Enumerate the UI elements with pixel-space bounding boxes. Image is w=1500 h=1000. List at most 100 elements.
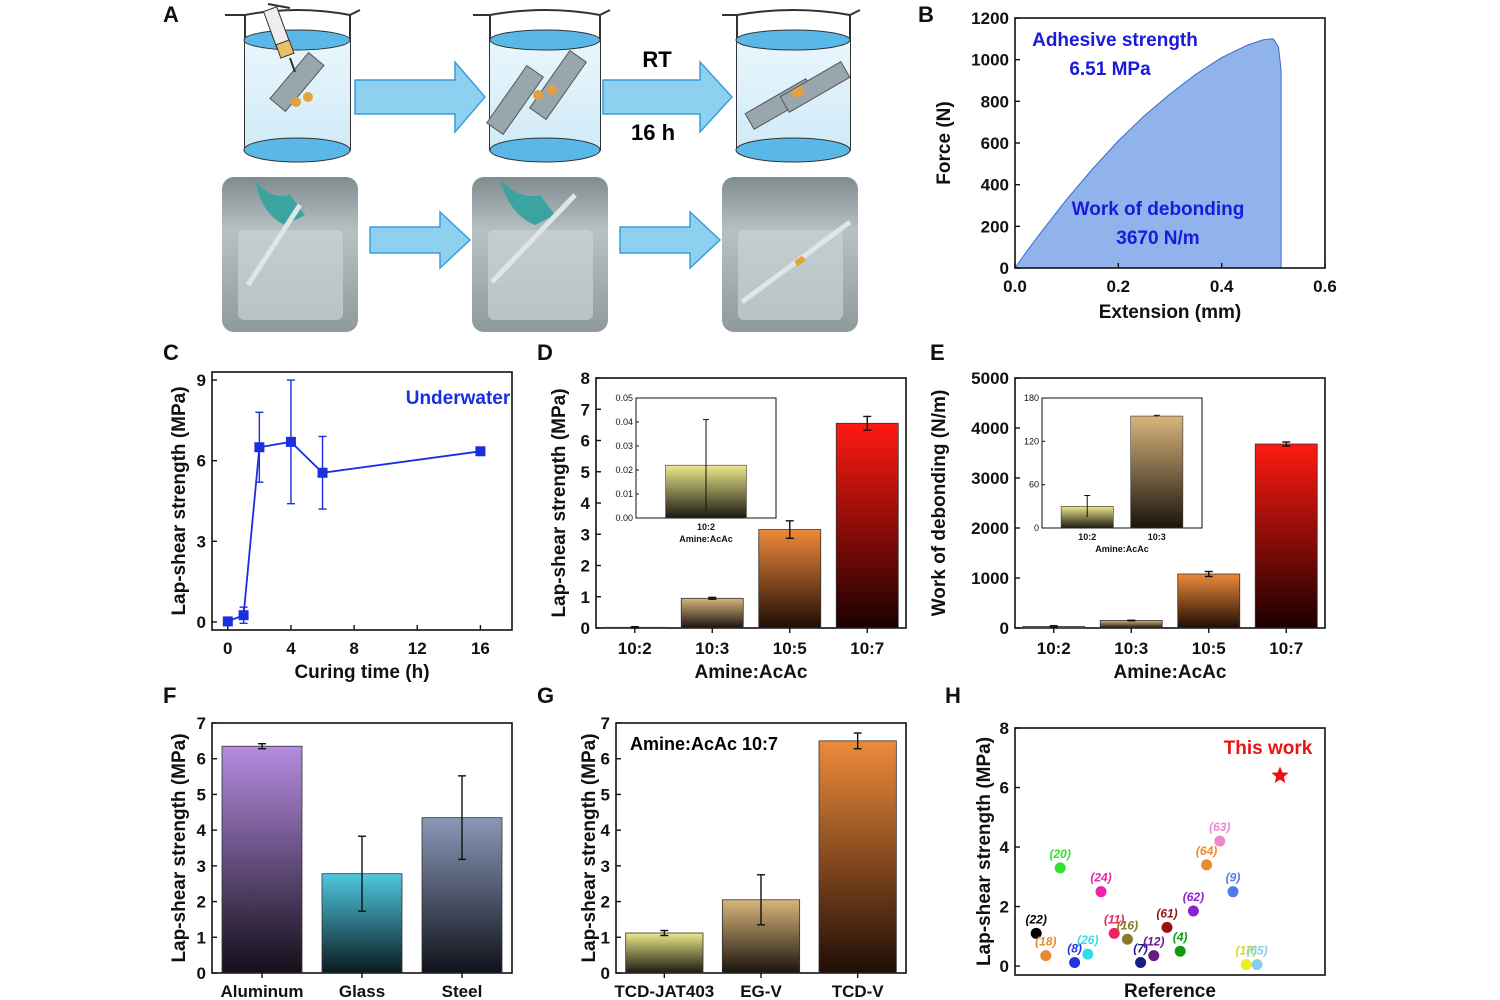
h-reference-point: [1214, 835, 1226, 847]
h-reference-point: [1227, 886, 1239, 898]
beaker-3: [722, 9, 861, 163]
condition-time: 16 h: [631, 120, 675, 145]
d-ytick-label: 4: [581, 494, 591, 513]
c-series-line: [227, 440, 481, 623]
d-inset-category-label: 10:2: [697, 522, 715, 532]
b-ylabel: Force (N): [934, 101, 955, 184]
panel-f-substrates: F 0 1 2 3 4 5 6 7 Lap-shear strength (MPa) Alumin…: [163, 683, 513, 1000]
e-inset-category-label: 10:2: [1078, 532, 1096, 542]
h-reference-label: (7): [1133, 942, 1148, 956]
panel-g-label: G: [537, 683, 554, 708]
c-data-point: [475, 446, 486, 457]
c-xtick-label: 4: [286, 639, 296, 658]
panel-c-label: C: [163, 340, 179, 365]
e-ytick-label: 0: [1000, 619, 1009, 638]
h-reference-label: (24): [1090, 871, 1111, 885]
b-ytick-label: 0: [1000, 259, 1009, 278]
g-bar: [818, 740, 897, 974]
d-category-label: 10:5: [773, 639, 807, 658]
h-reference-label: (12): [1143, 935, 1164, 949]
panel-d-label: D: [537, 340, 553, 365]
b-ytick-label: 600: [981, 134, 1009, 153]
b-annotation-1: Adhesive strength: [1032, 30, 1198, 51]
e-ytick-label: 4000: [971, 419, 1009, 438]
h-reference-point: [1095, 886, 1107, 898]
b-xtick-label: 0.4: [1210, 277, 1234, 296]
d-bar: [758, 529, 822, 629]
e-inset-ytick-label: 120: [1024, 436, 1039, 446]
e-xlabel: Amine:AcAc: [1114, 662, 1227, 683]
e-ylabel: Work of debonding (N/m): [929, 390, 950, 617]
arrow-3-icon: [369, 210, 472, 270]
h-this-work-star-icon: [1271, 766, 1289, 783]
d-ytick-label: 8: [581, 369, 590, 388]
h-reference-point: [1174, 945, 1186, 957]
c-xtick-label: 0: [223, 639, 232, 658]
g-category-label: TCD-V: [832, 982, 885, 1000]
e-inset-category-label: 10:3: [1148, 532, 1166, 542]
g-category-label: EG-V: [740, 982, 782, 1000]
h-reference-point: [1201, 859, 1213, 871]
e-category-label: 10:5: [1192, 639, 1226, 658]
h-reference-point: [1082, 948, 1094, 960]
g-ytick-label: 7: [601, 714, 610, 733]
b-ytick-label: 200: [981, 217, 1009, 236]
h-ytick-label: 0: [1000, 957, 1009, 976]
g-ytick-label: 5: [601, 785, 610, 804]
d-ylabel: Lap-shear strength (MPa): [549, 388, 570, 617]
h-reference-label: (26): [1077, 933, 1098, 947]
panel-f-label: F: [163, 683, 176, 708]
f-category-label: Aluminum: [220, 982, 303, 1000]
b-ytick-label: 800: [981, 92, 1009, 111]
beaker-1: [225, 3, 361, 163]
d-inset-xlabel: Amine:AcAc: [679, 534, 733, 544]
e-ytick-label: 5000: [971, 369, 1009, 388]
f-ytick-label: 7: [197, 714, 206, 733]
d-inset-ytick-label: 0.05: [615, 393, 633, 403]
e-category-label: 10:3: [1114, 639, 1148, 658]
b-ytick-label: 1000: [971, 51, 1009, 70]
g-annotation: Amine:AcAc 10:7: [630, 734, 778, 754]
e-category-label: 10:2: [1037, 639, 1071, 658]
d-ytick-label: 6: [581, 432, 590, 451]
panel-d-lapshear-ratio: D 0 1 2 3 4 5 6 7 8 Lap-shear strength (MPa) 10:2 1…: [537, 340, 907, 683]
h-reference-label: (4): [1173, 930, 1188, 944]
c-xtick-label: 8: [349, 639, 358, 658]
g-category-label: TCD-JAT403: [614, 982, 714, 1000]
h-reference-point: [1054, 862, 1066, 874]
d-category-label: 10:3: [695, 639, 729, 658]
h-reference-point: [1108, 927, 1120, 939]
g-bar: [625, 932, 704, 974]
b-xtick-label: 0.6: [1313, 277, 1337, 296]
e-bar: [1099, 620, 1163, 629]
h-reference-point: [1187, 905, 1199, 917]
h-reference-point: [1069, 957, 1081, 969]
g-ytick-label: 3: [601, 857, 610, 876]
f-category-label: Steel: [442, 982, 483, 1000]
e-plot-frame: [1014, 377, 1326, 629]
b-annotation-2: 6.51 MPa: [1069, 59, 1151, 80]
d-bar: [680, 597, 744, 629]
f-bar: [221, 745, 303, 974]
panel-b-label: B: [918, 2, 934, 27]
h-reference-point: [1161, 921, 1173, 933]
f-ytick-label: 6: [197, 750, 206, 769]
force-extension-area: [1014, 38, 1282, 269]
c-xtick-label: 16: [471, 639, 490, 658]
d-ytick-label: 2: [581, 557, 590, 576]
e-bar: [1177, 573, 1241, 629]
h-reference-point: [1240, 959, 1252, 971]
e-inset-ytick-label: 180: [1024, 393, 1039, 403]
b-xtick-label: 0.2: [1107, 277, 1131, 296]
d-ytick-label: 5: [581, 463, 590, 482]
h-reference-label: (9): [1226, 871, 1241, 885]
c-ytick-label: 9: [197, 371, 206, 390]
g-ytick-label: 6: [601, 750, 610, 769]
b-xtick-label: 0.0: [1003, 277, 1027, 296]
d-inset-ytick-label: 0.04: [615, 417, 633, 427]
panel-a-label: A: [163, 2, 179, 27]
e-inset-ytick-label: 60: [1029, 480, 1039, 490]
b-xlabel: Extension (mm): [1099, 302, 1242, 323]
c-data-point: [317, 467, 328, 478]
f-ytick-label: 5: [197, 785, 206, 804]
